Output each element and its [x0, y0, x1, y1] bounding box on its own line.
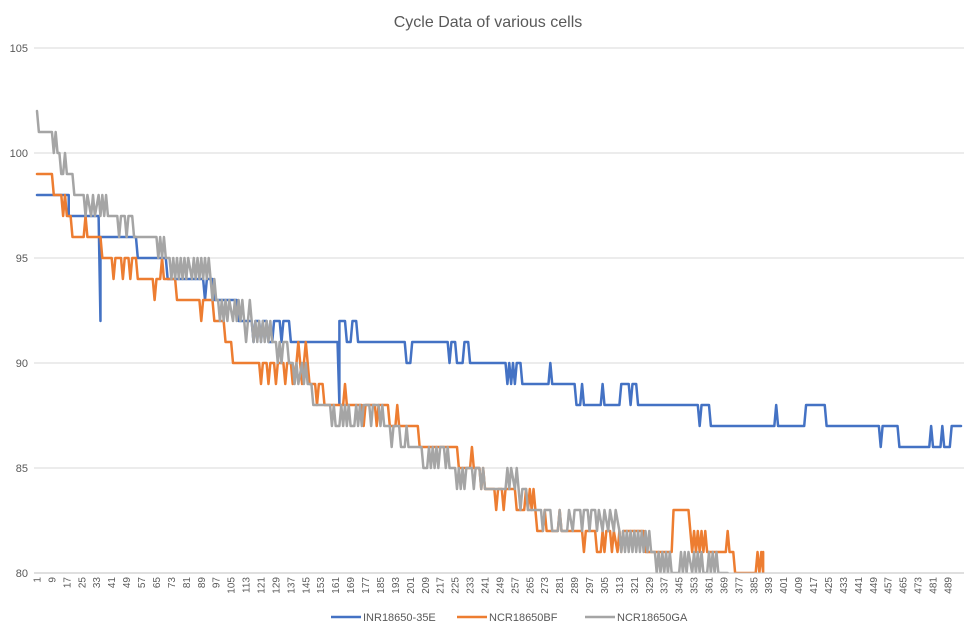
chart-title: Cycle Data of various cells: [394, 14, 583, 31]
x-tick-label: 145: [301, 577, 312, 594]
x-tick-label: 257: [510, 577, 521, 594]
legend-label: NCR18650BF: [489, 612, 558, 624]
x-tick-label: 129: [271, 577, 282, 594]
y-tick-label: 85: [16, 463, 28, 475]
x-tick-label: 393: [764, 577, 775, 594]
series-line-ncr18650bf: [35, 172, 765, 573]
x-tick-label: 353: [690, 577, 701, 594]
x-tick-label: 473: [914, 577, 925, 594]
x-tick-label: 441: [854, 577, 865, 594]
x-tick-label: 89: [197, 577, 208, 589]
x-tick-label: 433: [839, 577, 850, 594]
y-tick-label: 95: [16, 253, 28, 265]
y-tick-label: 105: [10, 43, 28, 55]
x-tick-label: 361: [705, 577, 716, 594]
y-tick-label: 100: [10, 148, 28, 160]
legend: INR18650-35E NCR18650BF NCR18650GA: [331, 612, 688, 624]
x-tick-label: 465: [899, 577, 910, 594]
x-tick-label: 209: [421, 577, 432, 594]
x-tick-label: 41: [107, 577, 118, 589]
x-tick-label: 201: [406, 577, 417, 594]
x-tick-label: 161: [331, 577, 342, 594]
x-tick-label: 417: [809, 577, 820, 594]
x-tick-label: 241: [481, 577, 492, 594]
x-tick-label: 105: [227, 577, 238, 594]
x-tick-label: 185: [376, 577, 387, 594]
x-tick-label: 273: [540, 577, 551, 594]
y-tick-label: 80: [16, 568, 28, 580]
x-tick-label: 289: [570, 577, 581, 594]
x-tick-label: 153: [316, 577, 327, 594]
gridlines: [34, 47, 964, 574]
x-tick-label: 25: [77, 577, 88, 589]
x-axis-ticks: 1 9 17 25 33 41 49 57 65 73 81 89 97 105 113 121 129 137 1…: [33, 577, 955, 594]
x-tick-label: 337: [660, 577, 671, 594]
x-tick-label: 369: [719, 577, 730, 594]
x-tick-label: 297: [585, 577, 596, 594]
series-line-inr18650-35e: [35, 193, 963, 449]
x-tick-label: 329: [645, 577, 656, 594]
x-tick-label: 321: [630, 577, 641, 594]
legend-item: NCR18650GA: [585, 612, 688, 624]
x-tick-label: 65: [152, 577, 163, 589]
x-tick-label: 73: [167, 577, 178, 589]
x-tick-label: 481: [929, 577, 940, 594]
x-tick-label: 281: [555, 577, 566, 594]
y-tick-label: 90: [16, 358, 28, 370]
x-tick-label: 137: [286, 577, 297, 594]
x-tick-label: 409: [794, 577, 805, 594]
x-tick-label: 305: [600, 577, 611, 594]
x-tick-label: 265: [525, 577, 536, 594]
x-tick-label: 81: [182, 577, 193, 589]
legend-item: INR18650-35E: [331, 612, 436, 624]
x-tick-label: 225: [451, 577, 462, 594]
x-tick-label: 169: [346, 577, 357, 594]
x-tick-label: 425: [824, 577, 835, 594]
series-line-ncr18650ga: [35, 109, 729, 573]
x-tick-label: 49: [122, 577, 133, 589]
x-tick-label: 193: [391, 577, 402, 594]
legend-label: INR18650-35E: [363, 612, 436, 624]
series-layer: [35, 109, 963, 573]
x-tick-label: 249: [495, 577, 506, 594]
x-tick-label: 113: [242, 577, 253, 593]
x-tick-label: 385: [749, 577, 760, 594]
x-tick-label: 97: [212, 577, 223, 589]
x-tick-label: 121: [257, 577, 268, 594]
x-tick-label: 33: [92, 577, 103, 589]
x-tick-label: 9: [47, 577, 58, 583]
x-tick-label: 457: [884, 577, 895, 594]
x-tick-label: 17: [62, 577, 73, 589]
x-tick-label: 233: [466, 577, 477, 594]
x-tick-label: 57: [137, 577, 148, 589]
y-axis-ticks: 80 85 90 95 100 105: [10, 43, 28, 580]
x-tick-label: 1: [33, 577, 44, 583]
x-tick-label: 401: [779, 577, 790, 594]
legend-label: NCR18650GA: [617, 612, 688, 624]
x-tick-label: 489: [943, 577, 954, 594]
x-tick-label: 449: [869, 577, 880, 594]
x-tick-label: 217: [436, 577, 447, 594]
legend-item: NCR18650BF: [457, 612, 558, 624]
x-tick-label: 377: [734, 577, 745, 594]
x-tick-label: 177: [361, 577, 372, 594]
x-tick-label: 345: [675, 577, 686, 594]
x-tick-label: 313: [615, 577, 626, 594]
